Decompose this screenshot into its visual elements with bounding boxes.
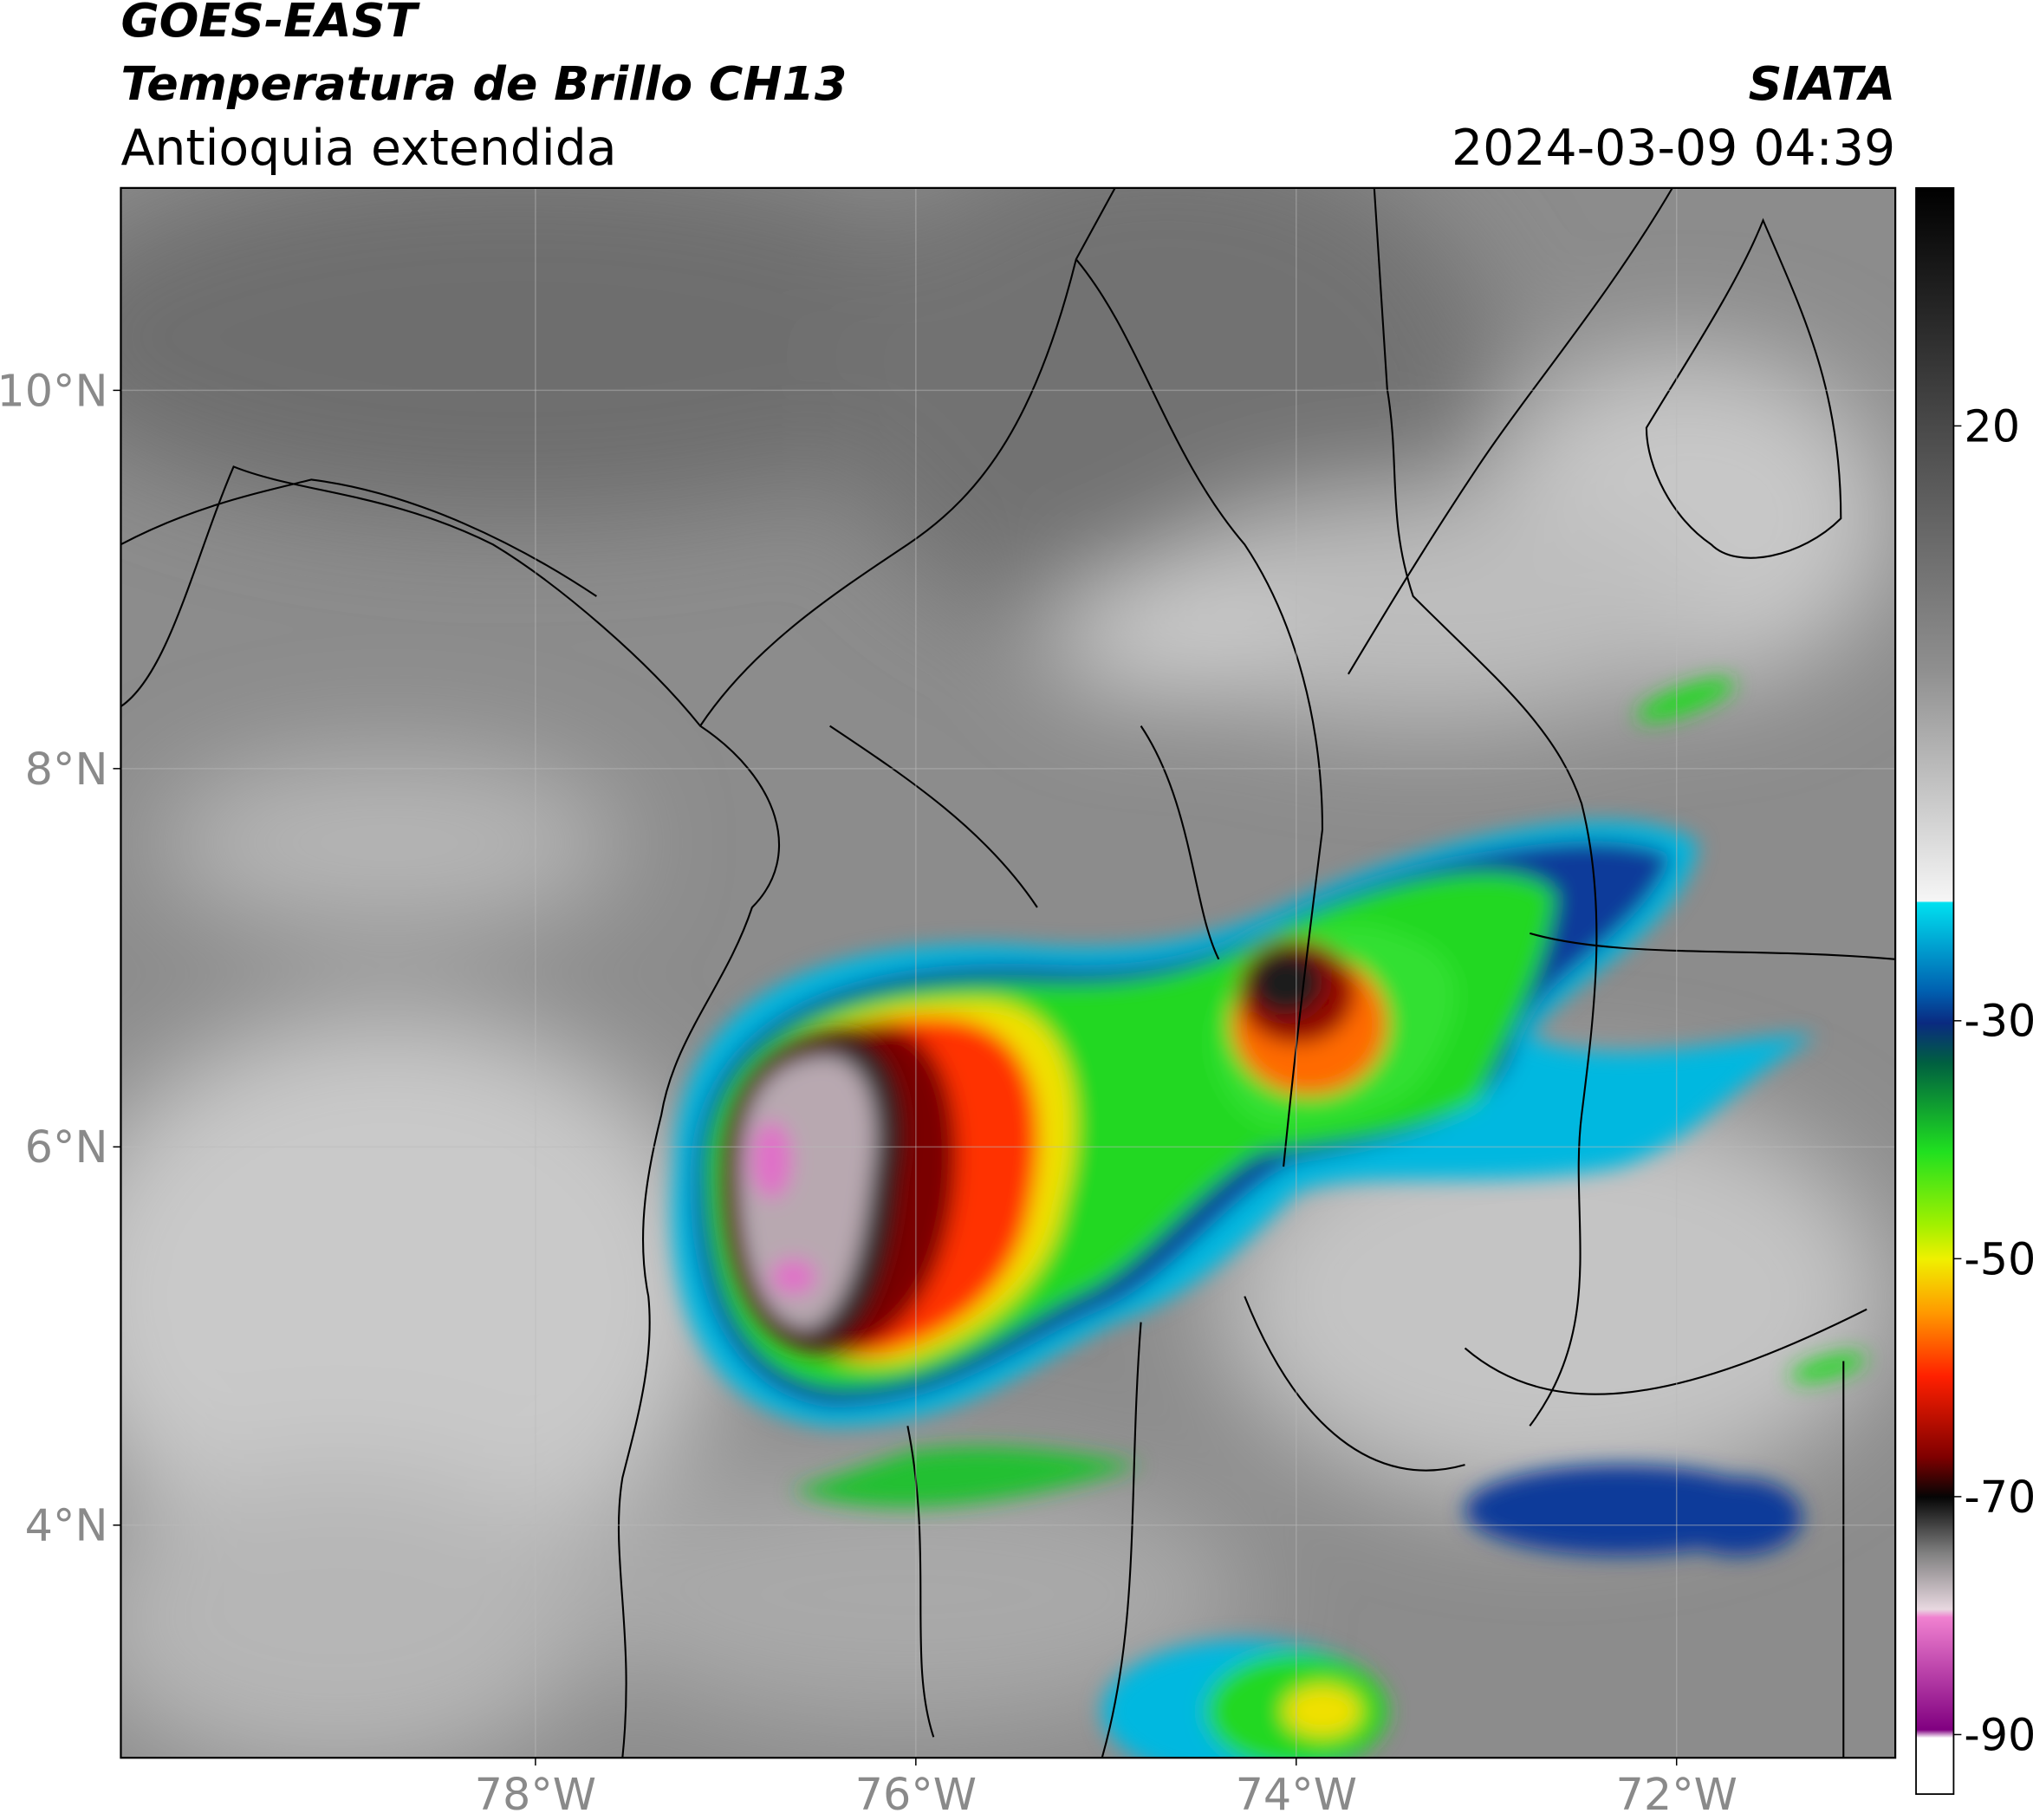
x-tick-label: 76°W <box>855 1769 977 1820</box>
datetime: 2024-03-09 04:39 <box>1452 120 1895 177</box>
y-tick-label: 10°N <box>0 365 107 416</box>
region-subtitle: Antioquia extendida <box>120 120 616 177</box>
x-tick-label: 72°W <box>1616 1769 1737 1820</box>
x-tick-label: 78°W <box>475 1769 596 1820</box>
product-title: Temperatura de Brillo CH13 <box>120 56 847 111</box>
source-title: SIATA <box>1749 56 1896 111</box>
satellite-title: GOES-EAST <box>120 0 420 48</box>
colorbar-tick-label: -70 <box>1964 1472 2033 1523</box>
colorbar-tick-label: -30 <box>1964 996 2033 1047</box>
borders <box>120 187 1896 1758</box>
colorbar <box>1915 186 1955 1795</box>
y-tick-label: 6°N <box>25 1121 108 1173</box>
colorbar-tick-label: -90 <box>1964 1709 2033 1760</box>
satellite-image <box>120 187 1896 1758</box>
x-tick-label: 74°W <box>1236 1769 1357 1820</box>
grid <box>120 187 1896 1758</box>
map-frame <box>120 186 1897 1759</box>
colorbar-tick-label: 20 <box>1964 400 2020 452</box>
colorbar-tick-label: -50 <box>1964 1233 2033 1284</box>
y-tick-label: 8°N <box>25 744 108 795</box>
y-tick-label: 4°N <box>25 1500 108 1551</box>
